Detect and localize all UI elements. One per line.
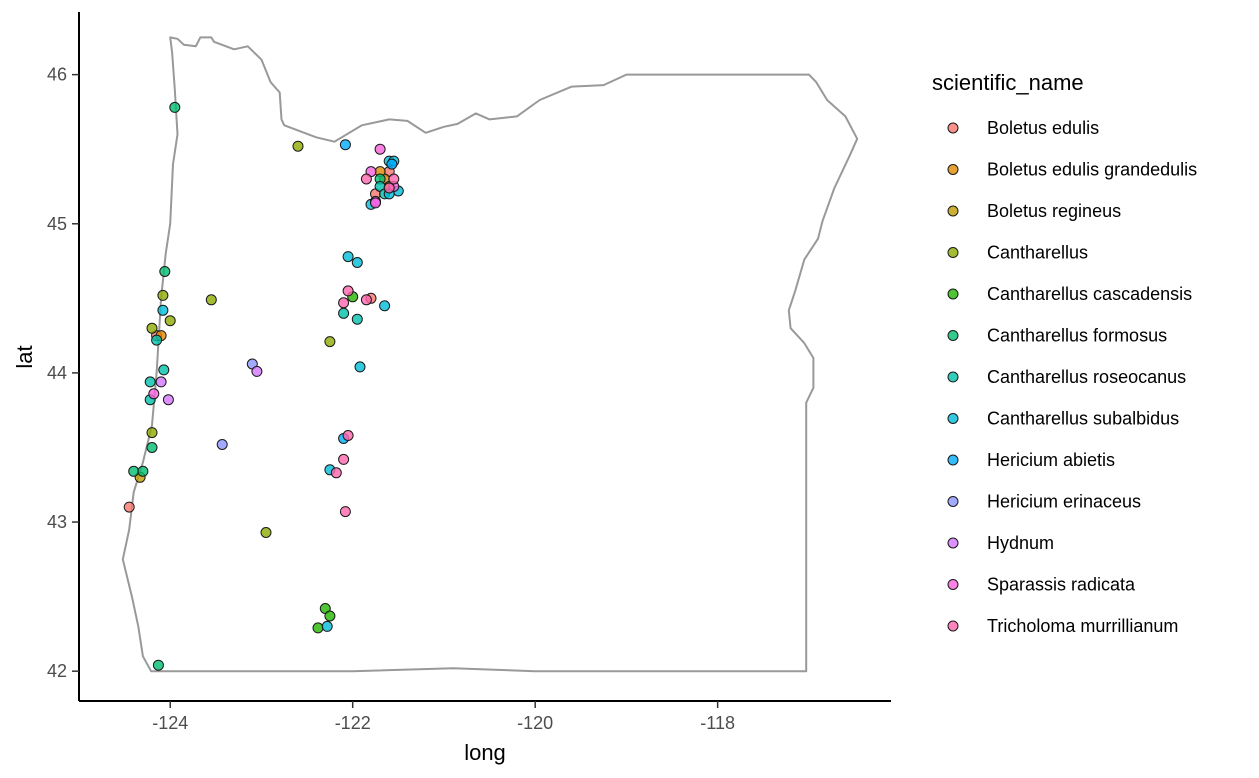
y-tick-label: 46 [47,65,67,85]
legend-key [947,579,959,590]
data-point [155,376,167,388]
data-point [216,439,228,450]
data-points [123,101,404,671]
tick-labels: -124 -122 -120 -118 42 43 44 45 46 [47,65,735,733]
legend-label: Hericium erinaceus [987,492,1141,512]
data-point [137,465,149,477]
y-axis-title: lat [12,345,37,368]
legend-key [947,620,959,632]
legend-title: scientific_name [932,70,1084,95]
x-tick-label: -124 [152,713,188,733]
data-point [383,182,395,194]
data-point [338,307,350,319]
legend-label: Cantharellus cascadensis [987,284,1192,304]
y-tick-label: 42 [47,661,67,681]
legend-label: Hydnum [987,533,1054,553]
data-point [339,139,351,151]
legend-key [947,537,959,549]
data-point [205,294,217,306]
data-point [128,465,140,477]
legend-key [947,205,959,217]
data-point [339,506,351,518]
legend-label: Hericium abietis [987,450,1115,470]
x-tick-label: -118 [700,713,735,733]
x-tick-label: -122 [335,713,371,733]
data-point [354,361,366,373]
state-outline [121,36,859,673]
x-tick-label: -120 [517,713,553,733]
data-point [146,442,158,453]
legend-key [947,496,959,507]
data-point [151,334,163,346]
data-point [169,101,181,113]
data-point [157,304,169,316]
data-point [312,622,324,634]
axes [78,12,891,702]
data-point [342,285,354,297]
data-point [260,527,272,538]
legend: scientific_name Boletus edulis Boletus ed… [932,70,1197,636]
legend-key [947,164,959,175]
data-point [321,620,333,632]
data-point [164,315,176,327]
legend-label: Boletus edulis [987,118,1099,138]
data-point [148,388,160,400]
legend-key [947,122,959,134]
legend-label: Cantharellus [987,243,1088,263]
legend-label: Sparassis radicata [987,575,1136,595]
legend-label: Boletus edulis grandedulis [987,160,1197,180]
legend-label: Cantharellus subalbidus [987,409,1179,429]
data-point [123,501,135,513]
x-axis-title: long [464,740,506,765]
data-point [351,313,363,325]
data-point [324,610,336,622]
legend-key [947,413,959,424]
data-point [152,659,164,671]
data-point [292,140,304,152]
data-point [144,376,156,388]
data-point [360,294,372,306]
legend-key [947,288,959,300]
y-tick-label: 43 [47,512,67,532]
data-point [157,289,169,301]
state-border-path [121,36,859,673]
data-point [159,266,171,277]
data-point [338,453,350,465]
data-point [379,300,391,312]
data-point [158,364,170,376]
data-point [386,158,398,170]
legend-key [947,330,959,341]
y-tick-label: 44 [47,363,67,383]
legend-label: Boletus regineus [987,201,1121,221]
data-point [374,143,386,155]
legend-key [947,371,959,383]
data-point [330,467,342,479]
data-point [388,173,400,185]
data-point [370,197,381,209]
data-point [360,173,372,185]
legend-key [947,247,959,258]
data-point [338,297,350,309]
legend-label: Cantharellus formosus [987,326,1167,346]
data-point [146,427,158,439]
data-point [342,251,354,263]
data-point [351,257,363,268]
data-point [146,322,158,334]
legend-key [947,454,959,466]
data-point [324,336,336,348]
data-point [251,365,263,377]
y-tick-label: 45 [47,214,67,234]
legend-label: Tricholoma murrillianum [987,616,1178,636]
data-point [162,394,174,406]
legend-label: Cantharellus roseocanus [987,367,1186,387]
data-point [342,430,354,441]
